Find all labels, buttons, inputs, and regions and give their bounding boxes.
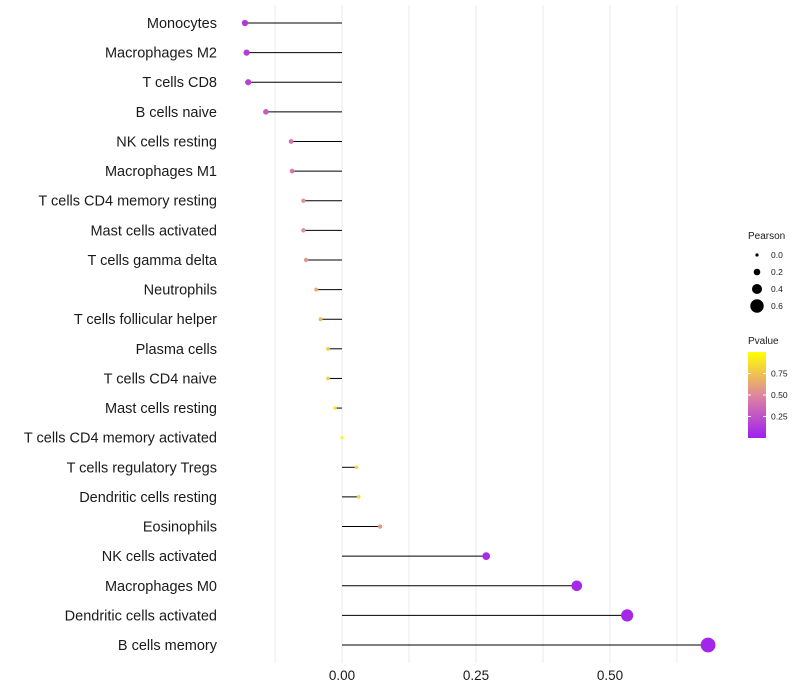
- point-1: [243, 49, 250, 56]
- point-8: [303, 257, 309, 263]
- point-17: [377, 524, 383, 529]
- size-legend-dot-0: [755, 253, 759, 257]
- y-label-16: Dendritic cells resting: [79, 490, 217, 506]
- point-13: [333, 406, 337, 410]
- size-legend-label-0: 0.0: [771, 250, 783, 260]
- point-0: [241, 19, 249, 27]
- point-2: [245, 79, 252, 86]
- y-label-15: T cells regulatory Tregs: [67, 460, 217, 476]
- point-18: [482, 552, 491, 561]
- y-label-10: T cells follicular helper: [74, 312, 217, 328]
- y-label-5: Macrophages M1: [105, 164, 217, 180]
- x-tick-label-1: 0.25: [463, 668, 489, 683]
- point-12: [326, 376, 330, 381]
- y-label-2: T cells CD8: [142, 75, 217, 91]
- y-label-1: Macrophages M2: [105, 46, 217, 62]
- point-16: [356, 495, 361, 499]
- pvalue-legend-label-2: 0.75: [771, 369, 788, 379]
- point-3: [263, 109, 269, 115]
- x-tick-label-0: 0.00: [329, 668, 355, 683]
- point-20: [621, 609, 634, 622]
- point-15: [354, 465, 359, 470]
- size-legend-title: Pearson: [748, 231, 785, 242]
- y-label-9: Neutrophils: [144, 283, 217, 299]
- point-19: [571, 580, 583, 592]
- pvalue-colorbar: [748, 352, 766, 438]
- size-legend-dot-2: [752, 284, 762, 294]
- pvalue-legend-label-1: 0.50: [771, 390, 788, 400]
- size-legend-label-3: 0.6: [771, 301, 783, 311]
- y-label-7: Mast cells activated: [90, 223, 217, 239]
- y-label-13: Mast cells resting: [105, 401, 217, 417]
- size-legend-dot-1: [753, 268, 761, 276]
- y-label-11: Plasma cells: [136, 342, 217, 358]
- size-legend-label-2: 0.4: [771, 284, 783, 294]
- y-label-3: B cells naive: [136, 105, 217, 121]
- size-legend-label-1: 0.2: [771, 267, 783, 277]
- segment-layer: [244, 22, 709, 646]
- y-axis-labels: Monocytes Macrophages M2 T cells CD8 B cell…: [24, 16, 218, 654]
- point-6: [301, 198, 306, 203]
- point-4: [288, 139, 294, 144]
- y-label-18: NK cells activated: [102, 549, 217, 565]
- point-layer: [241, 19, 716, 653]
- x-tick-label-2: 0.50: [597, 668, 623, 683]
- y-label-0: Monocytes: [147, 16, 217, 32]
- grid-layer: [274, 5, 678, 663]
- y-label-17: Eosinophils: [143, 520, 217, 536]
- y-label-14: T cells CD4 memory activated: [24, 431, 217, 447]
- point-21: [700, 637, 716, 653]
- point-5: [289, 168, 295, 174]
- y-label-19: Macrophages M0: [105, 579, 217, 595]
- point-14: [340, 436, 344, 440]
- point-9: [314, 287, 319, 292]
- size-legend-dot-3: [750, 299, 764, 313]
- size-legend: Pearson 0.0 0.2 0.4 0.6: [748, 231, 785, 313]
- y-label-12: T cells CD4 naive: [104, 371, 217, 387]
- x-axis-ticks: 0.00 0.25 0.50: [329, 668, 623, 683]
- y-label-6: T cells CD4 memory resting: [38, 194, 217, 210]
- y-label-8: T cells gamma delta: [88, 253, 218, 269]
- point-7: [301, 228, 306, 233]
- pvalue-legend-label-0: 0.25: [771, 412, 788, 422]
- y-label-20: Dendritic cells activated: [65, 608, 217, 624]
- pvalue-legend-title: Pvalue: [748, 336, 779, 347]
- point-10: [318, 317, 323, 322]
- y-label-4: NK cells resting: [116, 134, 217, 150]
- point-11: [326, 346, 330, 351]
- y-label-21: B cells memory: [118, 638, 218, 654]
- pvalue-legend: Pvalue 0.25 0.50 0.75: [748, 336, 788, 438]
